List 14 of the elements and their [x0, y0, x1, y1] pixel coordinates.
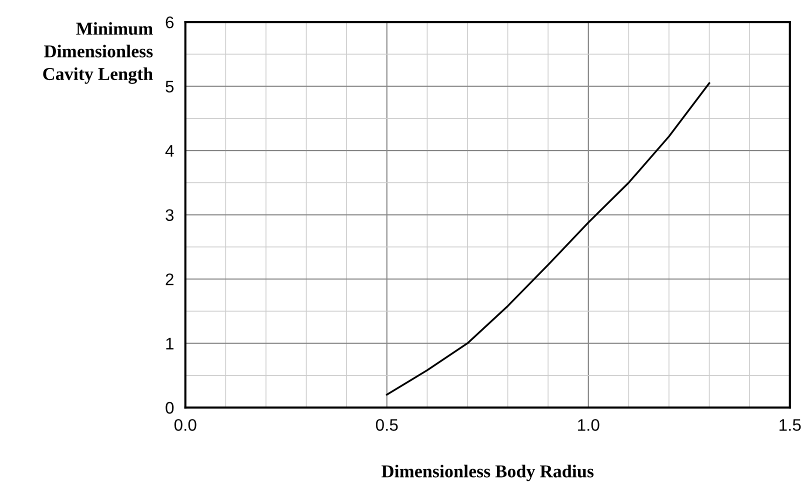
x-tick-label: 0.5 — [376, 419, 398, 431]
y-axis-title: Minimum Dimensionless Cavity Length — [43, 22, 153, 84]
x-tick-label: 1.5 — [780, 419, 801, 431]
y-tick-label: 0 — [166, 402, 174, 414]
line-series — [386, 82, 710, 396]
y-tick-label: 5 — [166, 80, 174, 93]
y-tick-label: 3 — [166, 209, 174, 222]
y-tick-label: 2 — [166, 273, 174, 286]
y-tick-label: 4 — [165, 145, 174, 157]
x-axis-title: Dimensionless Body Radius — [382, 464, 594, 482]
y-tick-label: 1 — [166, 338, 174, 350]
y-tick-label: 6 — [166, 16, 174, 28]
x-tick-label: 1.0 — [578, 419, 600, 431]
x-tick-label: 0.0 — [174, 419, 196, 431]
